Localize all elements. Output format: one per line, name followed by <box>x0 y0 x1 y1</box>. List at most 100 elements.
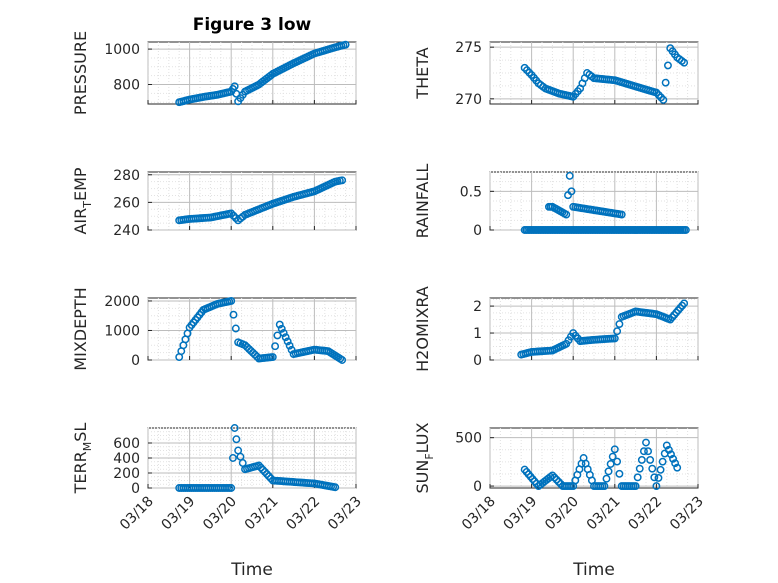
y-tick-label: 280 <box>113 168 140 184</box>
data-point <box>659 95 668 104</box>
data-point <box>613 457 622 466</box>
data-point <box>254 461 263 470</box>
data-point <box>562 210 571 219</box>
data-point <box>658 457 667 466</box>
data-point <box>610 445 619 454</box>
y-tick-label: 2000 <box>104 294 140 310</box>
y-axis-label-subscript: M <box>81 442 94 452</box>
data-point <box>552 475 561 484</box>
data-point <box>600 482 609 491</box>
y-axis-label: RAINFALL <box>413 164 432 239</box>
series-pressure <box>175 40 350 107</box>
data-point <box>664 445 673 454</box>
subplot-h2omixra: 0 1 2 H2OMIXRA <box>413 286 699 372</box>
data-point <box>615 469 624 478</box>
y-axis-label: AIRTEMP <box>71 167 94 234</box>
x-axis-label-left: Time <box>230 560 273 580</box>
y-tick-label: 0.5 <box>460 184 482 200</box>
y-tick-label: 800 <box>113 78 140 94</box>
y-axis-label-tail: LUX <box>413 422 432 453</box>
data-point <box>229 310 238 319</box>
data-point <box>664 61 672 70</box>
data-point <box>680 58 689 67</box>
data-point <box>277 324 286 333</box>
data-point <box>548 471 557 480</box>
y-axis-label: H2OMIXRA <box>413 286 432 372</box>
data-point <box>271 342 280 351</box>
y-tick-label: 0 <box>131 353 140 369</box>
data-point <box>604 467 613 476</box>
data-point <box>669 454 677 463</box>
series-air-temp <box>175 176 347 225</box>
data-point <box>667 450 675 459</box>
y-tick-label: 270 <box>455 92 482 108</box>
figure-title: Figure 3 low <box>193 15 312 35</box>
y-tick-label: 1000 <box>104 42 140 58</box>
y-tick-label: 0 <box>131 481 140 497</box>
data-point <box>633 473 642 482</box>
axes-box <box>489 171 699 231</box>
data-point <box>617 210 626 219</box>
y-axis-label-subscript: T <box>81 201 94 209</box>
data-point <box>231 324 240 333</box>
y-tick-label: 0 <box>473 223 482 239</box>
data-point <box>671 459 680 468</box>
y-axis-label: THETA <box>413 47 432 99</box>
y-axis-label-tail: SL <box>71 423 90 442</box>
data-point <box>227 484 236 492</box>
x-axis-label-right: Time <box>572 560 615 580</box>
data-point <box>648 464 657 473</box>
y-axis-label-main: H2OMIXRA <box>413 286 432 372</box>
data-point <box>285 341 294 350</box>
data-point <box>281 333 290 342</box>
data-point <box>646 455 655 464</box>
data-point <box>662 441 671 450</box>
data-point <box>565 171 574 180</box>
y-tick-label: 275 <box>455 40 482 56</box>
y-tick-label: 200 <box>113 466 140 482</box>
data-point <box>680 299 689 308</box>
data-point <box>341 40 350 49</box>
data-point <box>275 320 284 329</box>
data-point <box>635 464 644 473</box>
data-point <box>656 465 665 474</box>
y-axis-label-subscript: F <box>423 453 436 459</box>
data-point <box>338 176 347 185</box>
data-point <box>338 356 347 364</box>
data-point <box>639 447 648 456</box>
data-point <box>644 447 653 456</box>
data-point <box>602 474 611 483</box>
y-axis-label-main: MIXDEPTH <box>71 287 90 370</box>
data-point <box>642 438 650 447</box>
data-point <box>283 337 292 346</box>
subplot-air-temp: 240 260 280 AIRTEMP <box>71 167 357 239</box>
data-point <box>230 82 239 91</box>
data-point <box>681 226 690 234</box>
data-point <box>652 482 661 491</box>
y-axis-label-main: THETA <box>413 47 432 99</box>
y-tick-label: 400 <box>113 451 140 467</box>
data-point <box>229 211 238 220</box>
subplot-mixdepth: 0 1000 2000 MIXDEPTH <box>71 287 357 371</box>
data-point <box>227 297 236 305</box>
data-point <box>650 473 659 482</box>
data-point <box>606 460 615 468</box>
axes-box <box>147 171 357 231</box>
data-point <box>615 320 624 329</box>
y-axis-label-tail: EMP <box>71 167 90 201</box>
data-point <box>279 329 288 337</box>
y-tick-label: 1000 <box>104 323 140 339</box>
data-point <box>256 463 265 472</box>
data-point <box>262 470 271 479</box>
y-tick-label: 240 <box>113 223 140 239</box>
data-point <box>231 214 240 222</box>
y-tick-label: 500 <box>455 431 482 447</box>
data-point <box>610 334 619 343</box>
data-point <box>637 455 646 464</box>
data-point <box>613 327 622 336</box>
y-axis-label-main: RAINFALL <box>413 164 432 239</box>
subplot-pressure: 800 1000 PRESSURE <box>71 31 357 115</box>
data-point <box>228 454 237 462</box>
data-point <box>654 473 663 482</box>
